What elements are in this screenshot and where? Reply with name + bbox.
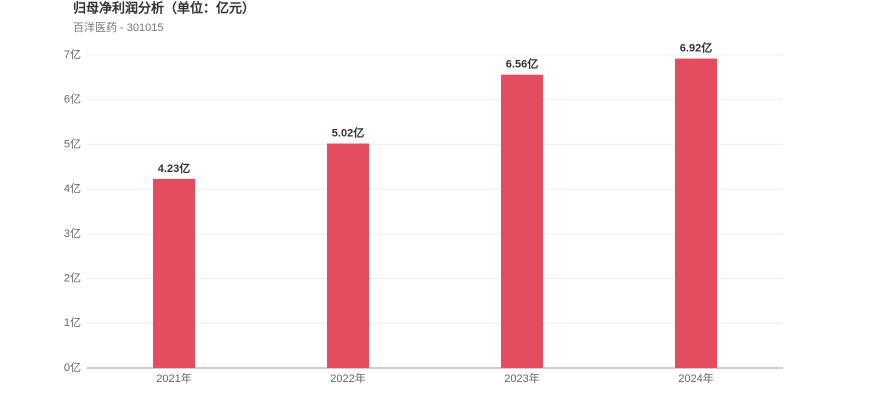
y-tick-label: 4亿 [64, 182, 81, 195]
bar [501, 74, 543, 368]
bar [327, 143, 369, 368]
y-tick-label: 6亿 [64, 93, 81, 106]
x-tick-label: 2024年 [678, 371, 713, 385]
y-tick-label: 5亿 [64, 137, 81, 150]
y-tick-label: 0亿 [64, 361, 81, 374]
value-label: 6.56亿 [506, 57, 538, 71]
x-tick-label: 2023年 [504, 371, 539, 385]
value-label: 6.92亿 [680, 40, 712, 54]
chart-title: 归母净利润分析（单位：亿元） [73, 0, 255, 15]
y-tick-label: 1亿 [64, 316, 81, 329]
y-tick-label: 2亿 [64, 271, 81, 284]
y-tick-label: 3亿 [64, 227, 81, 240]
bar [153, 178, 195, 368]
x-tick-label: 2021年 [156, 371, 191, 385]
bar [675, 58, 717, 368]
chart-subtitle: 百洋医药 - 301015 [73, 20, 163, 34]
value-label: 5.02亿 [332, 125, 364, 139]
value-label: 4.23亿 [158, 161, 190, 175]
y-tick-label: 7亿 [64, 48, 81, 61]
x-tick-label: 2022年 [330, 371, 365, 385]
